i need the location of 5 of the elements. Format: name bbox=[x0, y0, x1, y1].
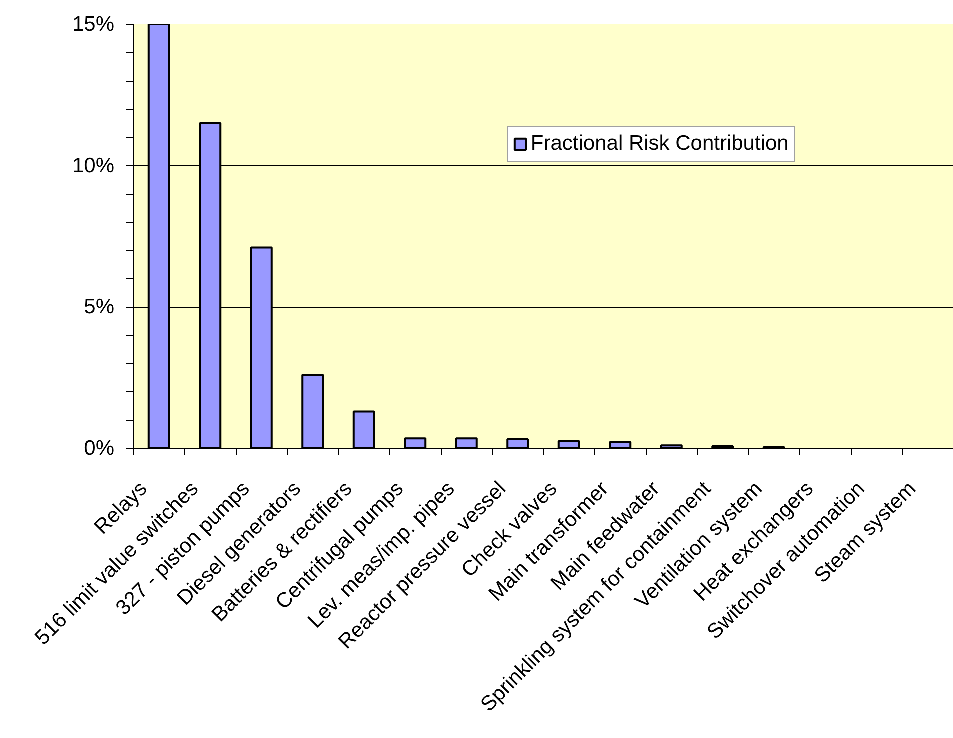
legend-label: Fractional Risk Contribution bbox=[530, 132, 789, 156]
y-tick-label: 15% bbox=[72, 13, 114, 36]
y-tick-label: 10% bbox=[72, 154, 114, 178]
y-tick-label: 0% bbox=[84, 437, 115, 460]
y-tick-label: 5% bbox=[84, 296, 115, 319]
